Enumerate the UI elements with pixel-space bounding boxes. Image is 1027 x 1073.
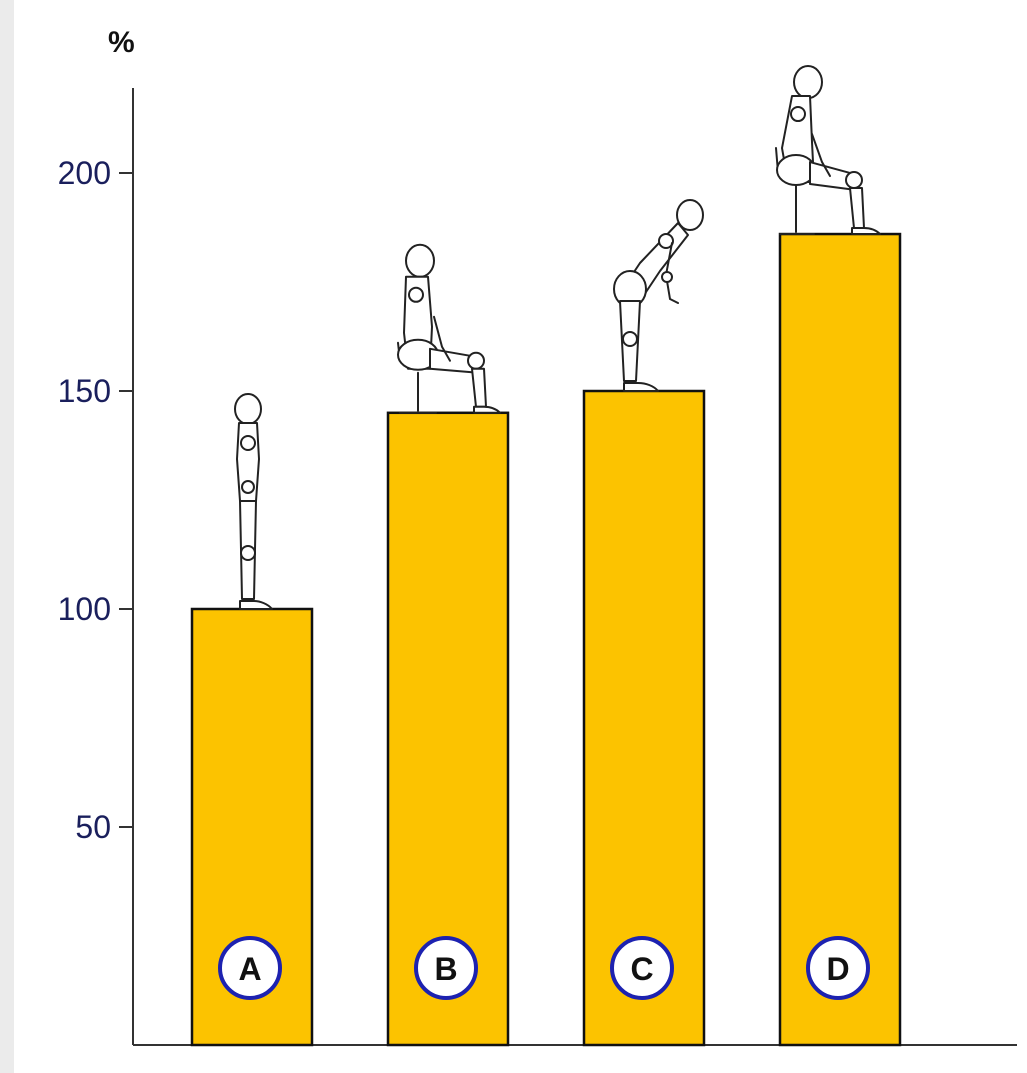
category-label: A	[238, 951, 261, 987]
standing-figure	[234, 393, 273, 610]
bar-c	[582, 389, 706, 1047]
standing-bent-forward-figure	[613, 199, 704, 392]
y-tick-label: 200	[58, 155, 111, 191]
bar-d	[778, 232, 902, 1047]
category-label: C	[630, 951, 653, 987]
category-label: B	[434, 951, 457, 987]
y-ticks: 50 100 150 200	[58, 155, 133, 845]
sitting-bent-forward-figure	[775, 65, 881, 236]
category-badge	[218, 936, 282, 1000]
bars: A B C D	[190, 65, 902, 1047]
bar-chart: % 50 100 150 200 A B C D	[58, 26, 1017, 1047]
category-label: D	[826, 951, 849, 987]
y-tick-label: 100	[58, 591, 111, 627]
category-badge	[806, 936, 870, 1000]
y-axis-unit-label: %	[108, 26, 135, 59]
y-tick-label: 50	[75, 809, 111, 845]
chart-frame: % 50 100 150 200 A B C D	[14, 0, 1027, 1073]
category-badge	[414, 936, 478, 1000]
category-badge	[610, 936, 674, 1000]
y-tick-label: 150	[58, 373, 111, 409]
sitting-upright-figure	[397, 243, 501, 414]
